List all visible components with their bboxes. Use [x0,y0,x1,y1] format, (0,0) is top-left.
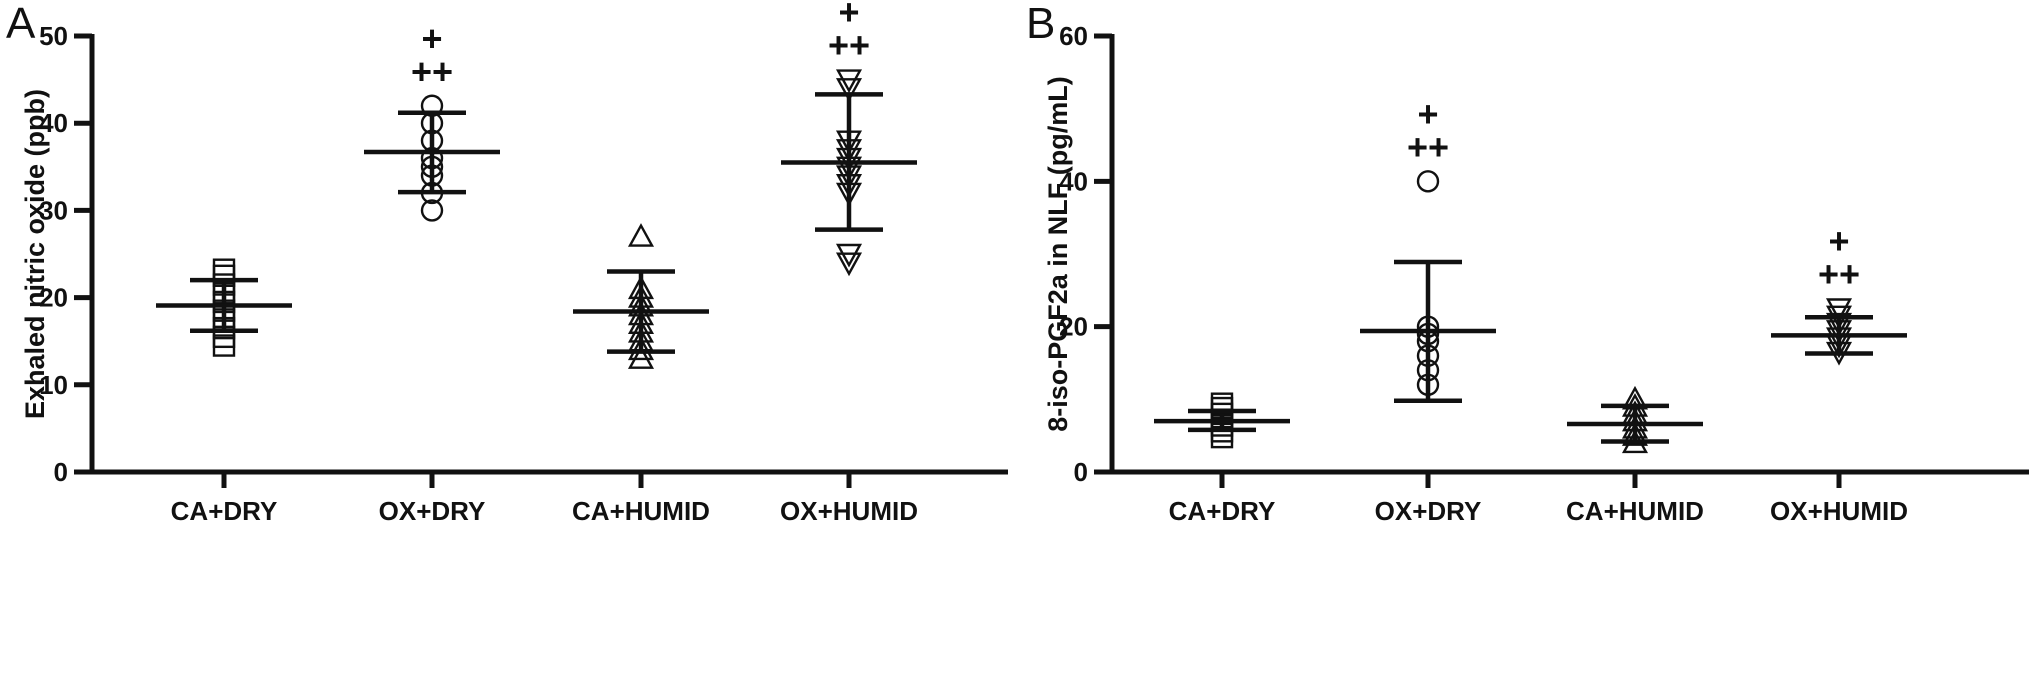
y-tick-label: 0 [54,457,68,487]
x-category-label: OX+DRY [1375,496,1482,526]
data-group [1567,385,1703,454]
data-point [835,69,863,94]
data-point [835,252,863,277]
y-tick-label: 60 [1059,21,1088,51]
panel-b: B 8-iso-PGF2a in NLF (pg/mL) 0 20 40 60 CA+DRY… [1021,0,2042,673]
data-group: +++ [781,0,917,277]
data-point [627,345,655,369]
y-tick-label: 10 [39,370,68,400]
data-group [1154,392,1290,449]
chart-a-svg: A Exhaled nitric oxide (ppb) 0 10 20 30 40 50 CA… [6,0,1008,526]
x-category-label: OX+DRY [379,496,486,526]
significance-marker: + [1828,221,1849,262]
data-group: +++ [1360,93,1496,404]
significance-marker: ++ [828,25,870,66]
y-tick-label: 40 [1059,166,1088,196]
y-tick-label: 50 [39,21,68,51]
data-group: +++ [364,18,500,222]
significance-marker: + [421,18,442,59]
x-category-label: CA+HUMID [1566,496,1704,526]
significance-marker: + [1417,93,1438,134]
significance-marker: + [838,0,859,33]
data-point [1416,170,1440,193]
y-tick-label: 0 [1074,457,1088,487]
panel-a: A Exhaled nitric oxide (ppb) 0 10 20 30 40 50 CA… [6,0,1008,526]
data-point [627,223,655,247]
data-group: +++ [1771,221,1907,366]
data-point [627,336,655,361]
significance-marker: ++ [1818,254,1860,295]
x-category-label: CA+HUMID [572,496,710,526]
y-axis-label: 8-iso-PGF2a in NLF (pg/mL) [1043,76,1073,432]
data-group [573,223,709,369]
significance-marker: ++ [411,51,453,92]
panel-letter: B [1026,0,1055,48]
data-point [1825,312,1853,337]
x-category-label: OX+HUMID [1770,496,1908,526]
data-point [1825,298,1853,322]
data-point [835,243,863,268]
x-category-label: CA+DRY [1169,496,1276,526]
y-tick-label: 40 [39,108,68,138]
data-group [156,258,292,357]
y-axis-label: Exhaled nitric oxide (ppb) [20,89,50,419]
y-tick-label: 20 [39,283,68,313]
data-point [1621,422,1649,446]
data-point [835,78,863,102]
y-tick-label: 20 [1059,312,1088,342]
chart-b-svg: B 8-iso-PGF2a in NLF (pg/mL)0 20 40 60 CA+DRY… [1026,0,2029,526]
x-category-label: OX+HUMID [780,496,918,526]
data-point [212,258,236,281]
significance-marker: ++ [1407,126,1449,167]
panel-letter: A [6,0,36,48]
y-tick-label: 30 [39,195,68,225]
x-category-label: CA+DRY [171,496,278,526]
data-point [420,199,444,222]
